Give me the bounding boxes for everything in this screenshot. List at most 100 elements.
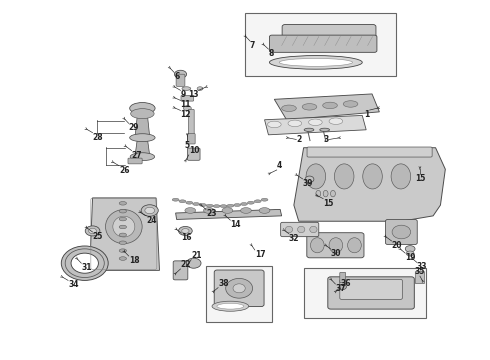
- Text: 34: 34: [68, 280, 78, 289]
- Text: 27: 27: [132, 150, 142, 159]
- Ellipse shape: [304, 128, 314, 131]
- Ellipse shape: [119, 217, 126, 221]
- Ellipse shape: [193, 203, 199, 206]
- Ellipse shape: [105, 210, 142, 244]
- Text: 28: 28: [93, 133, 103, 142]
- Ellipse shape: [234, 204, 241, 207]
- Ellipse shape: [89, 228, 97, 234]
- Ellipse shape: [183, 106, 191, 111]
- Ellipse shape: [302, 104, 317, 110]
- Ellipse shape: [130, 153, 155, 161]
- Ellipse shape: [213, 205, 220, 208]
- Text: 24: 24: [147, 216, 157, 225]
- Text: 30: 30: [331, 249, 341, 258]
- Text: 15: 15: [323, 199, 334, 208]
- Ellipse shape: [226, 278, 252, 298]
- Ellipse shape: [206, 204, 213, 207]
- Ellipse shape: [217, 303, 244, 309]
- Ellipse shape: [323, 190, 328, 197]
- Text: 26: 26: [119, 166, 129, 175]
- FancyBboxPatch shape: [245, 13, 396, 76]
- Text: 12: 12: [180, 111, 191, 120]
- Ellipse shape: [268, 121, 281, 128]
- Ellipse shape: [309, 119, 322, 126]
- Text: 10: 10: [189, 146, 199, 155]
- FancyBboxPatch shape: [176, 74, 185, 86]
- Ellipse shape: [185, 208, 196, 213]
- Ellipse shape: [179, 200, 186, 203]
- Ellipse shape: [119, 210, 126, 213]
- Ellipse shape: [119, 225, 126, 229]
- Ellipse shape: [199, 204, 206, 207]
- Text: 5: 5: [185, 141, 190, 150]
- Ellipse shape: [182, 229, 189, 233]
- FancyBboxPatch shape: [416, 271, 424, 284]
- Polygon shape: [90, 198, 159, 270]
- FancyBboxPatch shape: [281, 222, 319, 237]
- Ellipse shape: [405, 246, 415, 252]
- Ellipse shape: [119, 241, 126, 244]
- FancyBboxPatch shape: [270, 35, 377, 52]
- Ellipse shape: [270, 55, 362, 69]
- Ellipse shape: [145, 207, 155, 214]
- Ellipse shape: [113, 216, 135, 237]
- Ellipse shape: [131, 109, 154, 119]
- FancyBboxPatch shape: [386, 220, 417, 244]
- FancyBboxPatch shape: [173, 261, 188, 280]
- Ellipse shape: [203, 208, 214, 213]
- Ellipse shape: [220, 205, 227, 208]
- Text: 1: 1: [365, 110, 369, 119]
- Text: 4: 4: [277, 161, 282, 170]
- Text: 14: 14: [230, 220, 241, 229]
- Text: 22: 22: [180, 260, 191, 269]
- Text: 17: 17: [255, 250, 266, 259]
- Text: 6: 6: [174, 72, 179, 81]
- Text: 35: 35: [415, 267, 425, 276]
- Ellipse shape: [392, 225, 411, 239]
- Text: 32: 32: [289, 234, 299, 243]
- Ellipse shape: [130, 134, 155, 141]
- Ellipse shape: [186, 258, 201, 268]
- Ellipse shape: [227, 204, 234, 207]
- FancyBboxPatch shape: [188, 109, 194, 136]
- Ellipse shape: [254, 200, 261, 203]
- Ellipse shape: [406, 251, 414, 256]
- FancyBboxPatch shape: [206, 266, 272, 321]
- Ellipse shape: [310, 226, 317, 233]
- Ellipse shape: [363, 164, 382, 189]
- Polygon shape: [175, 210, 282, 220]
- FancyBboxPatch shape: [340, 273, 345, 283]
- Text: 20: 20: [392, 241, 402, 250]
- FancyBboxPatch shape: [307, 233, 364, 258]
- Ellipse shape: [339, 284, 346, 289]
- Polygon shape: [135, 138, 150, 156]
- Text: 23: 23: [206, 210, 217, 219]
- Ellipse shape: [119, 257, 126, 260]
- Text: 39: 39: [303, 179, 313, 188]
- Text: 11: 11: [180, 100, 191, 109]
- Text: 18: 18: [129, 256, 139, 265]
- Ellipse shape: [279, 58, 352, 66]
- Ellipse shape: [130, 103, 155, 114]
- Ellipse shape: [241, 203, 247, 206]
- Text: 13: 13: [188, 90, 198, 99]
- Ellipse shape: [141, 205, 158, 216]
- FancyBboxPatch shape: [282, 24, 376, 49]
- Text: 25: 25: [93, 232, 103, 241]
- Ellipse shape: [178, 226, 192, 235]
- Ellipse shape: [288, 120, 302, 127]
- Ellipse shape: [172, 198, 179, 201]
- Ellipse shape: [285, 226, 293, 233]
- Polygon shape: [274, 94, 379, 120]
- Ellipse shape: [282, 105, 296, 112]
- FancyBboxPatch shape: [304, 268, 426, 318]
- Text: 7: 7: [250, 41, 255, 50]
- Ellipse shape: [334, 164, 354, 189]
- Ellipse shape: [241, 208, 251, 213]
- Text: 9: 9: [180, 90, 186, 99]
- Ellipse shape: [329, 118, 343, 125]
- Ellipse shape: [233, 284, 245, 293]
- FancyBboxPatch shape: [340, 279, 402, 300]
- Text: 16: 16: [181, 233, 192, 242]
- Text: 8: 8: [269, 49, 274, 58]
